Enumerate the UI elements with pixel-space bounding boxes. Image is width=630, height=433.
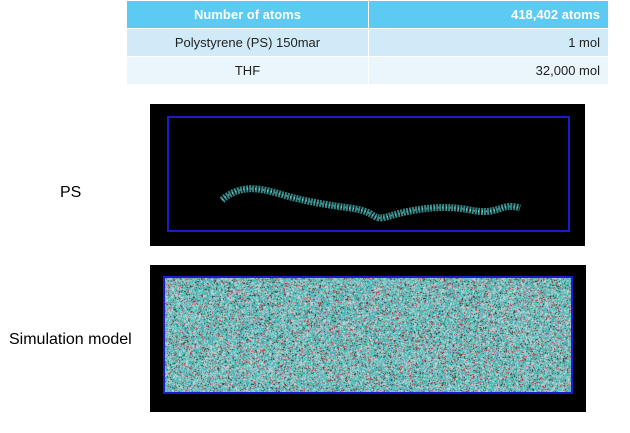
- table-row: Polystyrene (PS) 150mar 1 mol: [127, 29, 609, 57]
- polymer-chain: [222, 189, 520, 218]
- simulation-box: [163, 276, 573, 394]
- header-cell: 418,402 atoms: [369, 1, 609, 29]
- ps-label: PS: [60, 184, 81, 202]
- ps-molecule-render: [150, 104, 585, 246]
- table-cell: THF: [127, 57, 369, 85]
- header-cell: Number of atoms: [127, 1, 369, 29]
- table-header-row: Number of atoms 418,402 atoms: [127, 1, 609, 29]
- ps-image: [150, 104, 585, 246]
- composition-table: Number of atoms 418,402 atoms Polystyren…: [126, 0, 609, 85]
- table-cell: 1 mol: [369, 29, 609, 57]
- table-cell: Polystyrene (PS) 150mar: [127, 29, 369, 57]
- table-cell: 32,000 mol: [369, 57, 609, 85]
- simulation-model-label: Simulation model: [9, 331, 132, 349]
- table-row: THF 32,000 mol: [127, 57, 609, 85]
